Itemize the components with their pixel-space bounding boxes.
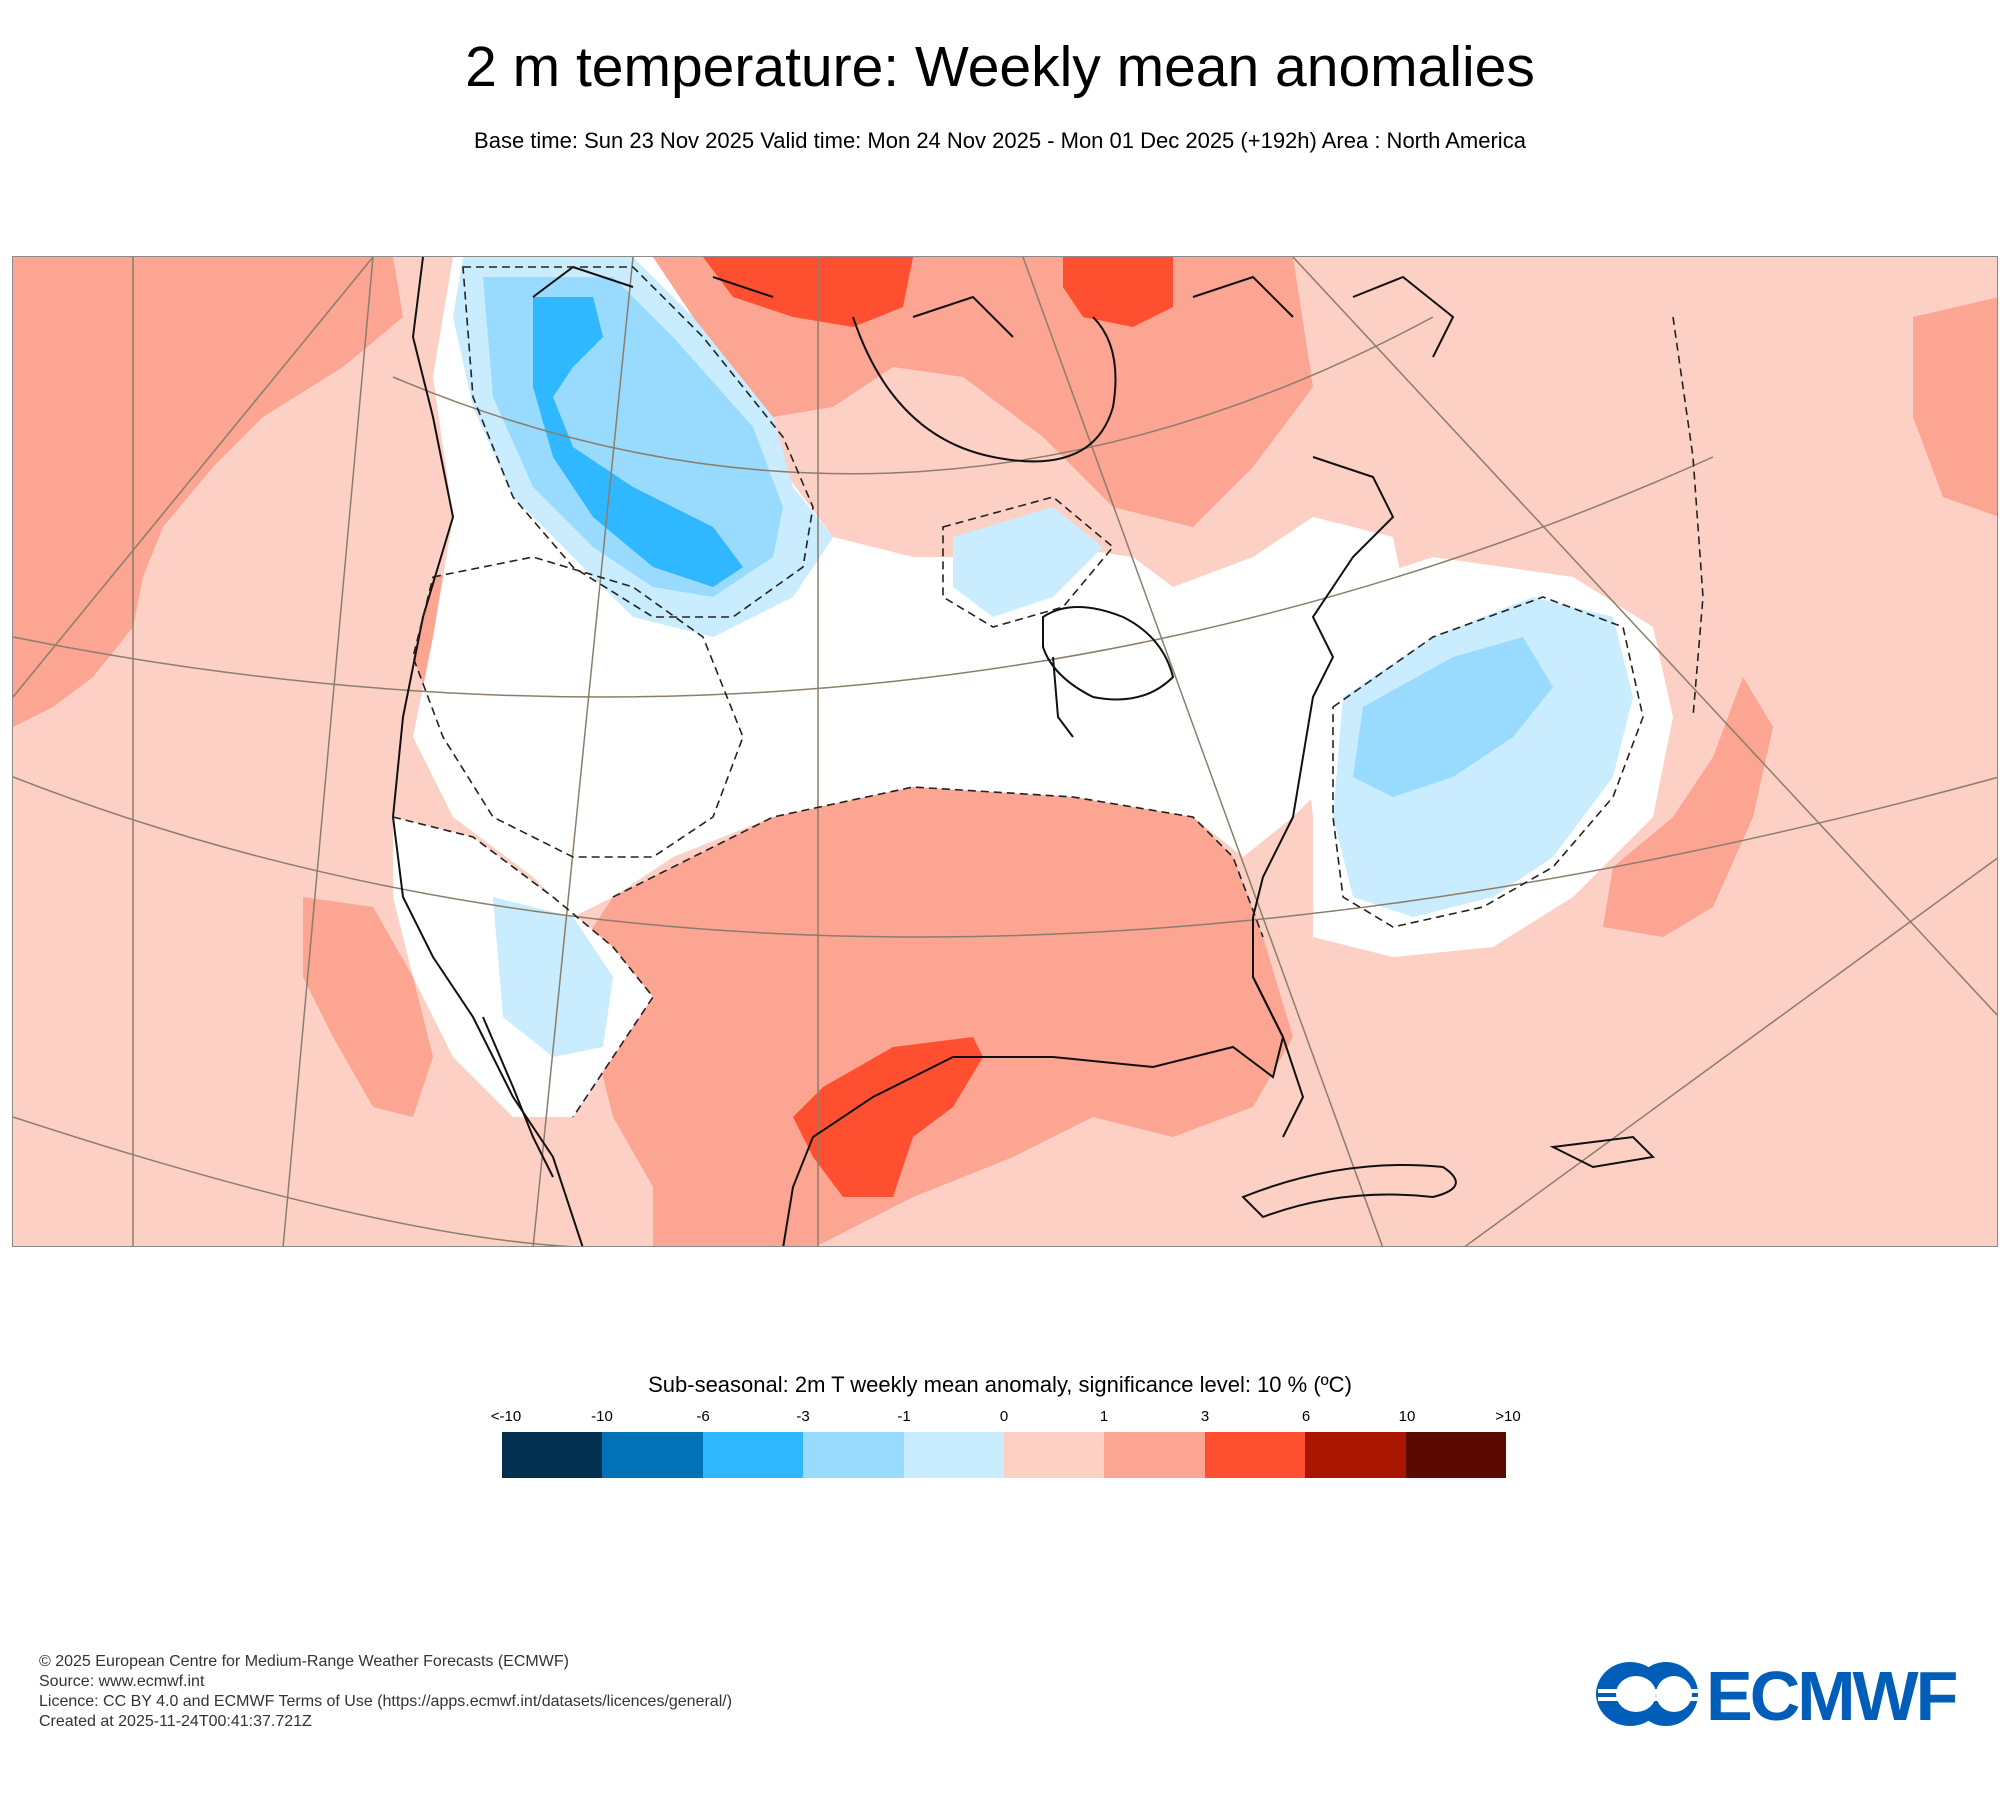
contour-mexico (392, 816, 654, 1118)
great-lakes (1042, 606, 1175, 701)
contour-atlantic (1332, 596, 1644, 928)
legend-tick: 3 (1200, 1408, 1210, 1425)
legend-tick: -10 (591, 1408, 613, 1425)
legend-swatch (903, 1432, 1005, 1478)
legend-tick: <-10 (490, 1408, 522, 1425)
anomaly-region-southwest-cold (493, 897, 613, 1057)
legend-tick: >10 (1495, 1408, 1521, 1425)
longitude-line-2 (282, 257, 374, 1246)
legend-tick: 1 (1099, 1408, 1109, 1425)
great-lakes-michigan (1052, 656, 1074, 738)
latitude-line-south (13, 776, 1997, 938)
contour-canada (462, 266, 814, 618)
ecmwf-logo: ECMWF (1594, 1657, 1970, 1735)
latitude-line-north (392, 316, 1434, 475)
logo-wordmark: ECMWF (1706, 1660, 1957, 1728)
footer: © 2025 European Centre for Medium-Range … (39, 1652, 732, 1732)
hispaniola (1549, 1135, 1656, 1169)
legend-swatch (1004, 1432, 1105, 1478)
legend-swatch (602, 1432, 703, 1478)
anomaly-region-arctic-hot (703, 257, 913, 327)
anomaly-region-hudson-hot (1063, 257, 1173, 327)
legend-swatch (502, 1432, 603, 1478)
legend-swatch (702, 1432, 804, 1478)
anomaly-region-us-south (573, 787, 1293, 1246)
chart-subtitle: Base time: Sun 23 Nov 2025 Valid time: M… (474, 128, 1526, 153)
legend-swatch (1204, 1432, 1306, 1478)
graticule (13, 257, 1997, 1246)
longitude-line-8 (1464, 857, 1997, 1246)
anomaly-region-atlantic-cold-mid (1353, 637, 1553, 797)
east-coast (1252, 456, 1395, 918)
legend-swatch (1305, 1432, 1406, 1478)
contour-us-south (612, 786, 1264, 938)
footer-source: Source: www.ecmwf.int (39, 1673, 205, 1690)
anomaly-region-pacific-west (13, 257, 403, 727)
footer-created: Created at 2025-11-24T00:41:37.721Z (39, 1713, 312, 1730)
significance-contours (392, 266, 1704, 1118)
florida (1252, 976, 1305, 1138)
longitude-line-5 (1022, 257, 1384, 1246)
legend-colorbar (502, 1432, 1507, 1478)
contour-us-west (412, 556, 744, 858)
legend-tick: 0 (999, 1408, 1009, 1425)
anomaly-region-far-east (1913, 297, 1997, 517)
anomaly-region-texas-hot (793, 1037, 983, 1197)
longitude-line-6 (1292, 257, 1997, 1016)
latitude-line-mid (13, 456, 1714, 698)
legend-title: Sub-seasonal: 2m T weekly mean anomaly, … (648, 1372, 1352, 1397)
footer-licence: Licence: CC BY 4.0 and ECMWF Terms of Us… (39, 1693, 733, 1710)
legend-tick: -6 (696, 1408, 710, 1425)
legend-ticks: <-10 -10 -6 -3 -1 0 1 3 6 10 >10 (440, 1408, 1560, 1428)
legend-tick: 10 (1398, 1408, 1416, 1425)
longitude-line-3 (532, 257, 634, 1246)
legend-swatch (803, 1432, 904, 1478)
anomaly-region-greatlakes-cold (953, 507, 1103, 617)
chart-title: 2 m temperature: Weekly mean anomalies (465, 35, 1535, 99)
anomaly-fields (13, 257, 1997, 1246)
anomaly-region-canada-cold-core (533, 297, 743, 587)
hudson-bay (852, 316, 1117, 463)
anomaly-region-atlantic-east (1603, 677, 1773, 937)
cuba (1241, 1164, 1457, 1219)
map-canvas (13, 257, 1997, 1246)
anomaly-map (12, 256, 1998, 1247)
anomaly-region-pacific-coast (303, 897, 433, 1117)
legend-swatch (1104, 1432, 1205, 1478)
contour-east (1672, 316, 1704, 718)
legend-swatch (1405, 1432, 1507, 1478)
longitude-line-7 (13, 257, 374, 698)
legend-tick: -3 (796, 1408, 810, 1425)
baja-coast (482, 1016, 554, 1178)
legend-tick: 6 (1301, 1408, 1311, 1425)
footer-copyright: © 2025 European Centre for Medium-Range … (39, 1653, 569, 1670)
ecmwf-logo-icon: ECMWF (1596, 1657, 1960, 1735)
legend-tick: -1 (897, 1408, 911, 1425)
latitude-line-far-south (13, 1116, 573, 1246)
